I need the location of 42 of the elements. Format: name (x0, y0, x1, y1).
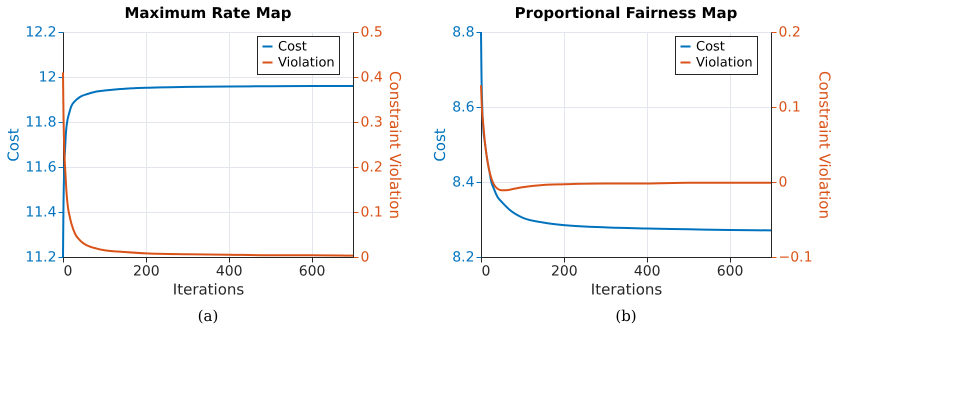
y-tick-label: 8.4 (452, 174, 475, 190)
x-tick-label: 200 (550, 264, 578, 280)
legend-label: Cost (696, 40, 725, 54)
y2-tick-label: 0.2 (360, 160, 383, 176)
y2-tick-label: 0.5 (360, 24, 383, 40)
x-axis-title: Iterations (590, 280, 662, 298)
y-tick-label: 8.8 (452, 24, 474, 40)
y-tick-label: 12.2 (25, 24, 56, 40)
y-axis-title: Cost (4, 128, 22, 162)
y-axis-title: Cost (431, 128, 450, 162)
y-tick-label: 11.8 (25, 114, 56, 130)
legend-label: Cost (278, 40, 307, 54)
x-tick-label: 600 (298, 264, 326, 280)
y-tick-label: 8.2 (452, 250, 474, 266)
y2-tick-label: 0.3 (360, 114, 383, 130)
legend-label: Violation (696, 56, 753, 70)
x-axis-title: Iterations (172, 280, 244, 298)
x-tick-label: 200 (132, 264, 160, 280)
y2-tick-label: 0 (778, 174, 788, 190)
y2-tick-label: 0.1 (778, 100, 801, 116)
y-tick-label: 11.4 (25, 204, 57, 220)
y2-axis-title: Constraint Violation (815, 71, 834, 219)
chart-title: Maximum Rate Map (124, 4, 292, 22)
y-tick-label: 11.6 (25, 160, 57, 176)
y2-tick-label: 0 (360, 250, 370, 266)
y2-axis-title: Constraint Violation (386, 71, 404, 219)
x-tick-label: 400 (634, 264, 661, 280)
legend-label: Violation (278, 56, 335, 70)
y2-tick-label: 0.4 (360, 70, 383, 86)
chart-title: Proportional Fairness Map (514, 4, 738, 22)
y-tick-label: 12 (38, 70, 56, 86)
text: (b) (615, 307, 637, 325)
y2-tick-label: 0.2 (778, 24, 801, 40)
x-tick-label: 0 (482, 264, 490, 280)
y-tick-label: 8.6 (452, 100, 475, 116)
x-tick-label: 400 (216, 264, 243, 280)
x-tick-label: 600 (716, 264, 744, 280)
y2-tick-label: 0.1 (360, 204, 383, 220)
x-tick-label: 0 (64, 264, 72, 280)
y-tick-label: 11.2 (25, 250, 56, 266)
y2-tick-label: −0.1 (778, 250, 812, 266)
text: (a) (198, 307, 218, 325)
